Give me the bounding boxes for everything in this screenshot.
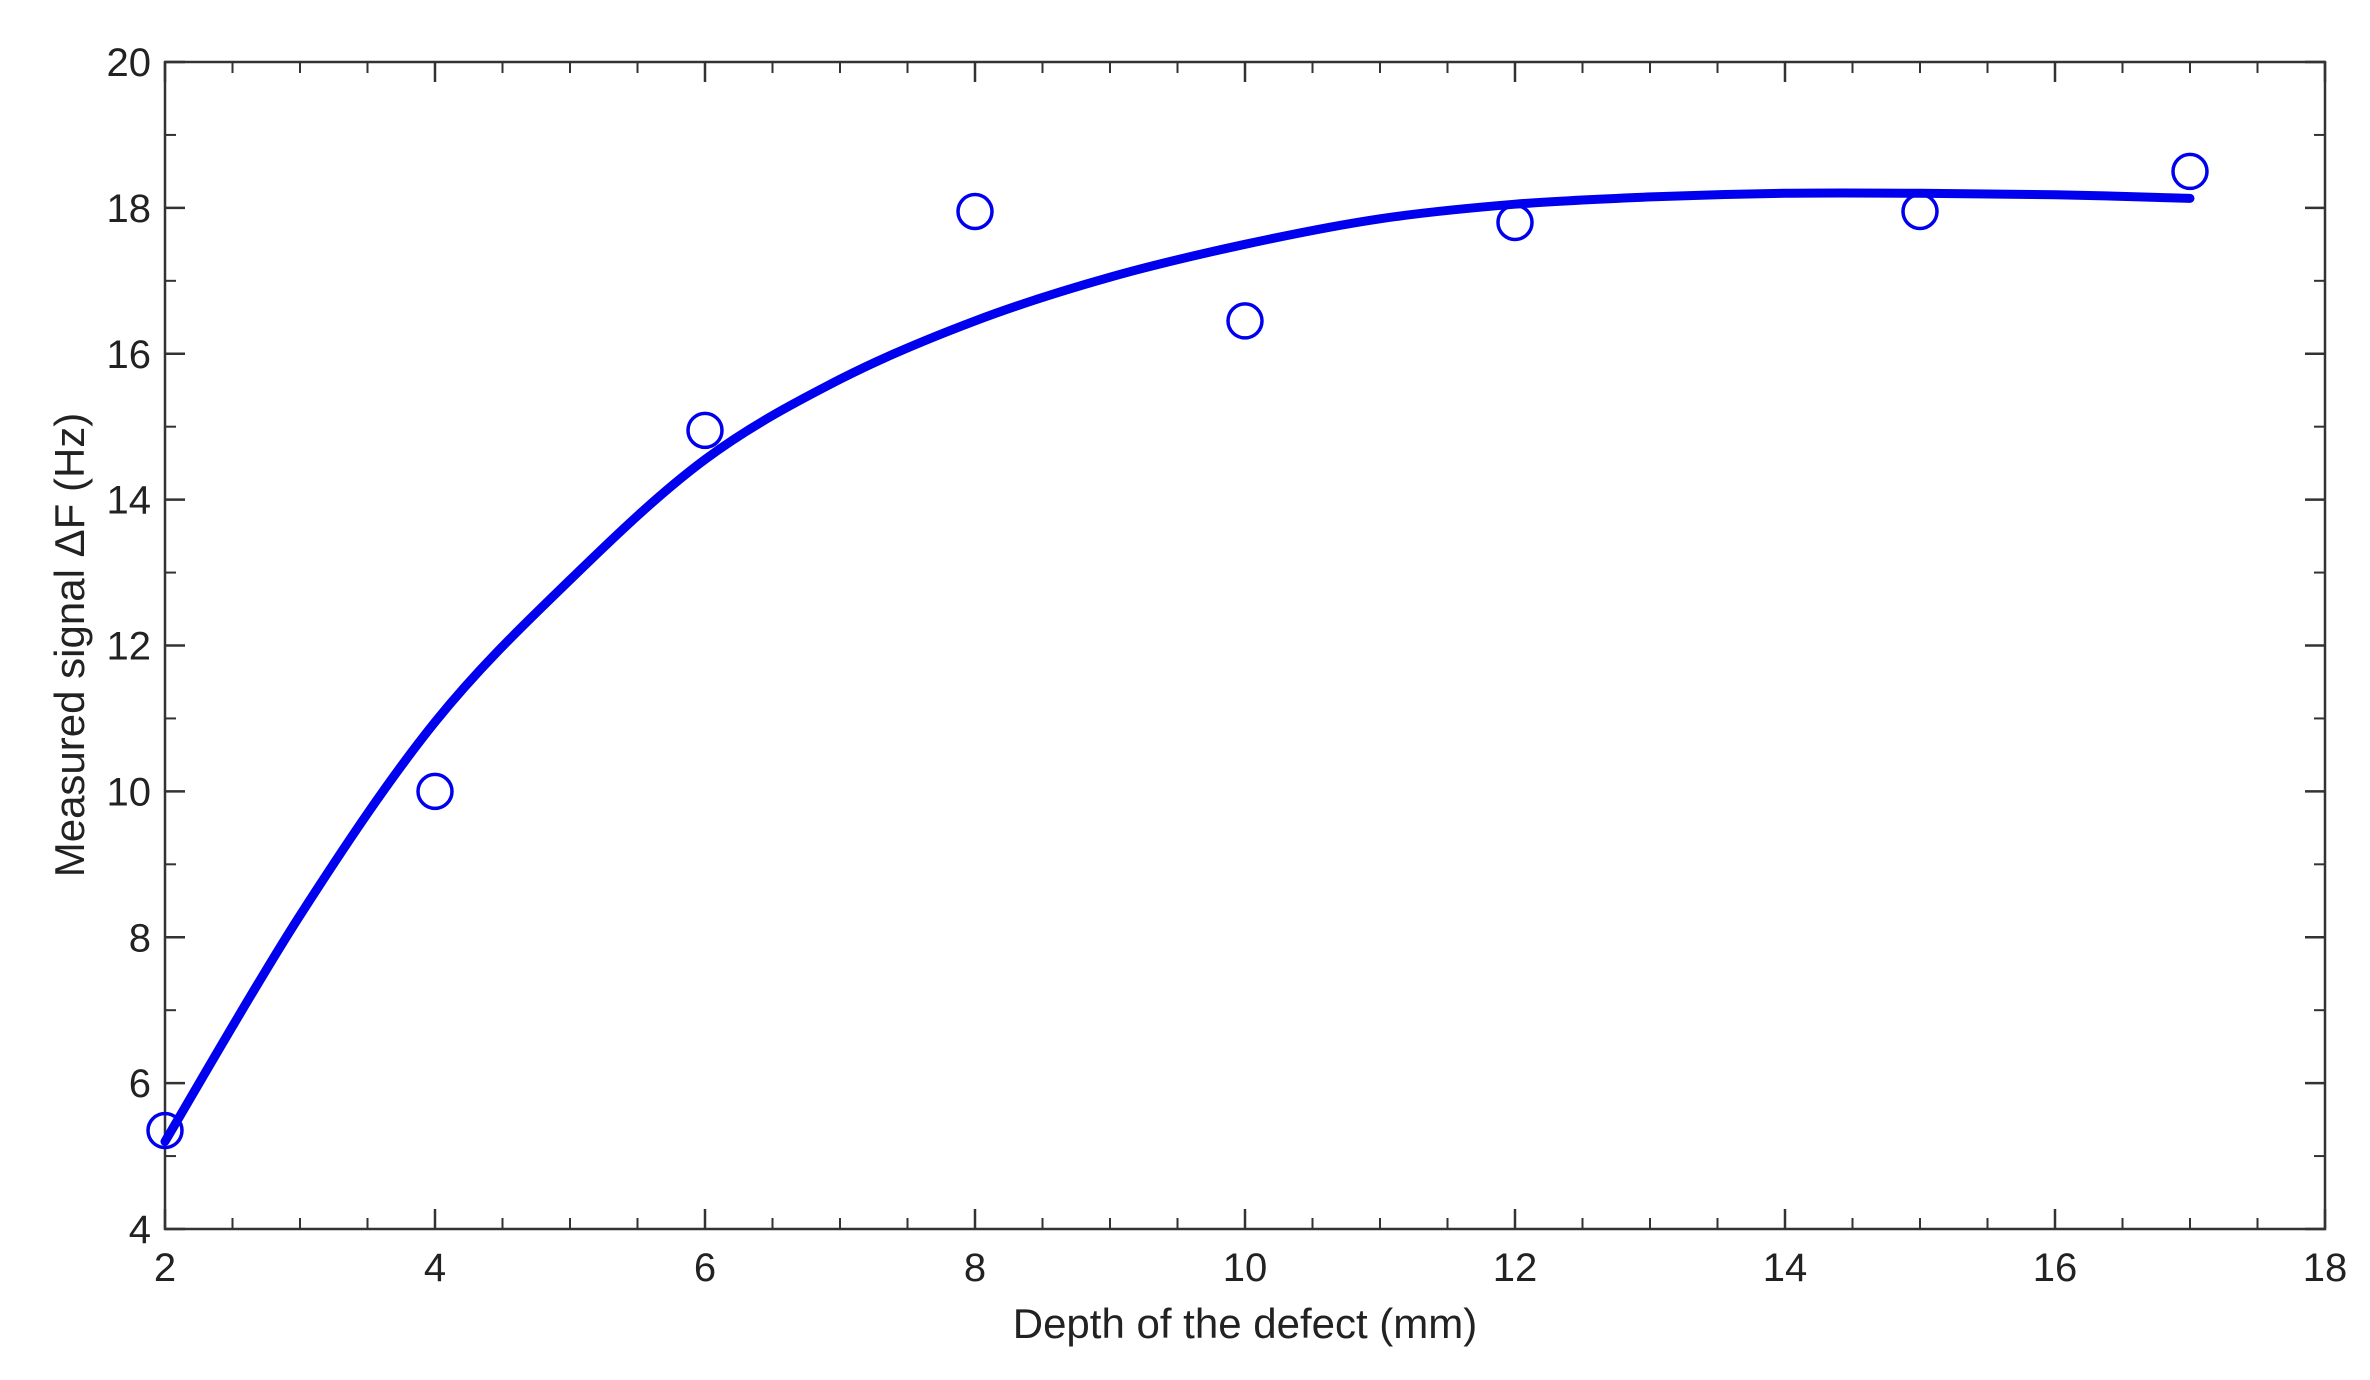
y-tick-label: 10 [107,770,152,814]
y-tick-label: 12 [107,625,152,669]
data-point [1226,302,1264,340]
data-point [1496,203,1534,242]
data-point [416,772,454,811]
axes-frame [163,60,2327,1231]
x-tick-label: 4 [424,1246,446,1290]
data-point [686,411,724,450]
data-point [1901,192,1939,231]
plot-area [165,62,2325,1229]
x-tick-label: 10 [1223,1246,1268,1290]
x-tick-label: 14 [1763,1246,1808,1290]
fit-curve [160,188,2195,1146]
x-tick-label: 6 [694,1246,716,1290]
data-point [2171,152,2209,191]
x-tick-label: 2 [154,1246,176,1290]
x-axis-label: Depth of the defect (mm) [1013,1300,1478,1347]
y-axis-label: Measured signal ΔF (Hz) [46,413,93,878]
minor-ticks [165,62,2325,1229]
x-tick-label: 16 [2033,1246,2078,1290]
x-tick-label: 12 [1493,1246,1538,1290]
y-tick-label: 14 [107,479,152,523]
y-tick-labels: 4 6 8 10 12 14 16 18 20 [107,41,152,1252]
y-tick-label: 6 [129,1062,151,1106]
y-tick-label: 4 [129,1208,151,1252]
y-tick-label: 8 [129,916,151,960]
y-tick-label: 18 [107,187,152,231]
y-tick-label: 16 [107,333,152,377]
data-point [956,192,994,231]
x-tick-labels: 2 4 6 8 10 12 14 16 18 [154,1246,2347,1290]
data-markers [146,152,2209,1150]
data-point [146,1111,184,1150]
x-tick-label: 18 [2303,1246,2348,1290]
x-tick-label: 8 [964,1246,986,1290]
y-tick-label: 20 [107,41,152,85]
